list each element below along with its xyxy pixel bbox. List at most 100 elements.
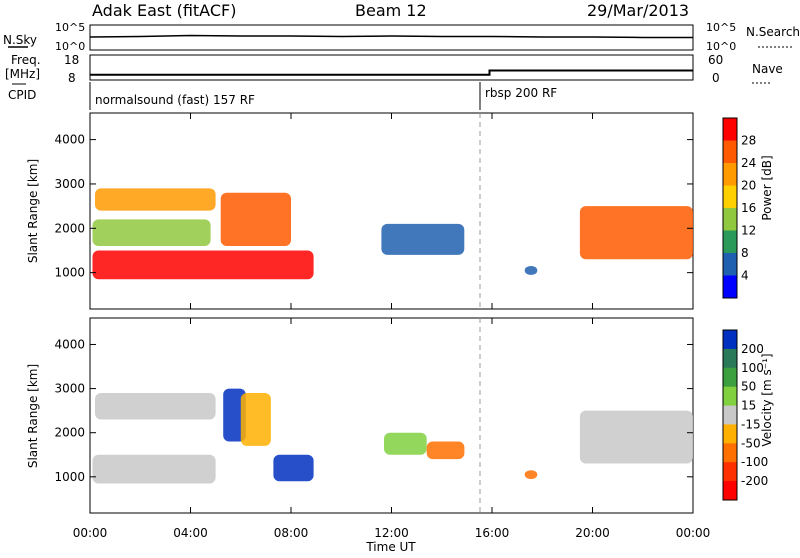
velocity-ylabel: Slant Range [km] bbox=[26, 364, 40, 468]
colorbar-tick-label: 12 bbox=[741, 224, 756, 238]
colorbar-tick-label: 200 bbox=[741, 342, 764, 356]
velocity-cbar-label: Velocity [m s⁻¹] bbox=[760, 353, 774, 446]
colorbar-swatch bbox=[723, 253, 737, 276]
colorbar-frame bbox=[722, 329, 738, 501]
power-ylabel: Slant Range [km] bbox=[26, 159, 40, 263]
colorbar-swatch bbox=[723, 118, 737, 141]
y-tick-label: 4000 bbox=[54, 133, 85, 147]
colorbar-tick-label: 15 bbox=[741, 399, 756, 413]
colorbar-tick-label: 4 bbox=[741, 269, 749, 283]
scatter-region-8 bbox=[524, 470, 538, 479]
colorbar-swatch bbox=[723, 481, 737, 501]
date-label: 29/Mar/2013 bbox=[587, 1, 689, 20]
freq-series-line bbox=[90, 69, 693, 76]
colorbar-tick-label: 16 bbox=[741, 201, 756, 215]
x-tick-label: 08:00 bbox=[274, 526, 309, 540]
colorbar-swatch bbox=[723, 208, 737, 231]
scatter-region-4 bbox=[220, 192, 291, 246]
cpid-segment-1: normalsound (fast) 157 RF bbox=[95, 93, 255, 107]
x-tick-label: 16:00 bbox=[475, 526, 510, 540]
freq-tick-top: 18 bbox=[64, 53, 79, 67]
nsky-panel: N.Sky 10^5 10^0 10^5 10^0 N.Search bbox=[3, 21, 800, 53]
colorbar-swatch bbox=[723, 163, 737, 186]
nsearch-tick-top: 10^5 bbox=[706, 21, 736, 34]
scatter-region-9 bbox=[579, 410, 693, 464]
scatter-region-6 bbox=[524, 266, 538, 275]
x-tick-label: 00:00 bbox=[676, 526, 711, 540]
scatter-region-1 bbox=[92, 250, 314, 280]
colorbar-tick-label: 28 bbox=[741, 134, 756, 148]
scatter-region-1 bbox=[92, 454, 216, 484]
velocity-data-marks bbox=[92, 388, 693, 484]
nsky-label: N.Sky bbox=[3, 33, 37, 47]
y-tick-label: 2000 bbox=[54, 221, 85, 235]
colorbar-tick-label: -200 bbox=[741, 474, 768, 488]
scatter-region-4 bbox=[240, 393, 271, 446]
velocity-panel: 1000 2000 3000 4000 Slant Range [km] 200 100… bbox=[26, 317, 774, 514]
scatter-region-5 bbox=[381, 223, 465, 255]
colorbar-swatch bbox=[723, 367, 737, 388]
nsky-series-line bbox=[89, 34, 693, 39]
freq-unit: [MHz] bbox=[5, 67, 40, 81]
nsearch-tick-bottom: 10^0 bbox=[706, 40, 736, 53]
colorbar-tick-label: -15 bbox=[741, 417, 761, 431]
power-panel: 1000 2000 3000 4000 Slant Range [km] 28 24 20… bbox=[26, 112, 774, 310]
cpid-segment-2: rbsp 200 RF bbox=[485, 86, 557, 100]
freq-frame bbox=[89, 54, 694, 81]
x-tick-label: 04:00 bbox=[173, 526, 208, 540]
power-y-ticks: 1000 2000 3000 4000 bbox=[54, 133, 693, 280]
velocity-colorbar: 200 100 50 15 -15 -50 -100 -200 bbox=[722, 329, 768, 501]
colorbar-swatch bbox=[723, 275, 737, 299]
power-cbar-label: Power [dB] bbox=[760, 155, 774, 220]
x-axis-label: Time UT bbox=[365, 540, 416, 554]
scatter-region-2 bbox=[92, 219, 211, 246]
colorbar-swatch bbox=[723, 185, 737, 209]
scatter-region-6 bbox=[384, 432, 427, 455]
nave-tick-top: 60 bbox=[708, 53, 723, 67]
y-tick-label: 3000 bbox=[54, 382, 85, 396]
x-tick-label: 00:00 bbox=[73, 526, 108, 540]
scatter-region-2 bbox=[95, 393, 216, 420]
colorbar-tick-label: 20 bbox=[741, 179, 756, 193]
colorbar-swatch bbox=[723, 405, 737, 425]
y-tick-label: 2000 bbox=[54, 426, 85, 440]
nsky-tick-top: 10^5 bbox=[55, 21, 85, 34]
freq-label: Freq. bbox=[11, 53, 41, 67]
beam-label: Beam 12 bbox=[355, 1, 427, 20]
scatter-region-7 bbox=[579, 206, 693, 260]
nave-tick-bottom: 0 bbox=[712, 71, 720, 85]
colorbar-tick-label: 100 bbox=[741, 361, 764, 375]
colorbar-swatch bbox=[723, 443, 737, 463]
y-tick-label: 1000 bbox=[54, 266, 85, 280]
colorbar-tick-label: 50 bbox=[741, 380, 756, 394]
scatter-region-7 bbox=[426, 441, 465, 460]
y-tick-label: 4000 bbox=[54, 337, 85, 351]
scatter-region-3 bbox=[223, 388, 246, 442]
cpid-row: CPID normalsound (fast) 157 RF rbsp 200 … bbox=[8, 82, 557, 110]
y-tick-label: 1000 bbox=[54, 470, 85, 484]
colorbar-swatch bbox=[723, 386, 737, 407]
colorbar-tick-label: -100 bbox=[741, 455, 768, 469]
colorbar-swatch bbox=[723, 230, 737, 254]
colorbar-swatch bbox=[723, 140, 737, 164]
y-tick-label: 3000 bbox=[54, 177, 85, 191]
x-axis-ticks: 00:00 04:00 08:00 12:00 16:00 20:00 00:00 bbox=[73, 113, 711, 540]
colorbar-swatch bbox=[723, 330, 737, 350]
colorbar-swatch bbox=[723, 462, 737, 482]
nave-label: Nave bbox=[752, 62, 783, 76]
colorbar-tick-label: 8 bbox=[741, 246, 749, 260]
freq-panel: Freq. [MHz] 18 8 60 0 Nave bbox=[5, 53, 783, 85]
colorbar-tick-label: 24 bbox=[741, 156, 756, 170]
colorbar-swatch bbox=[723, 348, 737, 369]
colorbar-frame bbox=[722, 117, 738, 299]
nsearch-label: N.Search bbox=[746, 25, 800, 39]
velocity-y-ticks: 1000 2000 3000 4000 bbox=[54, 337, 693, 484]
x-tick-label: 20:00 bbox=[575, 526, 610, 540]
nsky-tick-bottom: 10^0 bbox=[55, 40, 85, 53]
colorbar-swatch bbox=[723, 424, 737, 444]
x-tick-label: 12:00 bbox=[374, 526, 409, 540]
power-data-marks bbox=[92, 188, 693, 280]
scatter-region-5 bbox=[273, 454, 314, 482]
cpid-label: CPID bbox=[8, 88, 36, 102]
